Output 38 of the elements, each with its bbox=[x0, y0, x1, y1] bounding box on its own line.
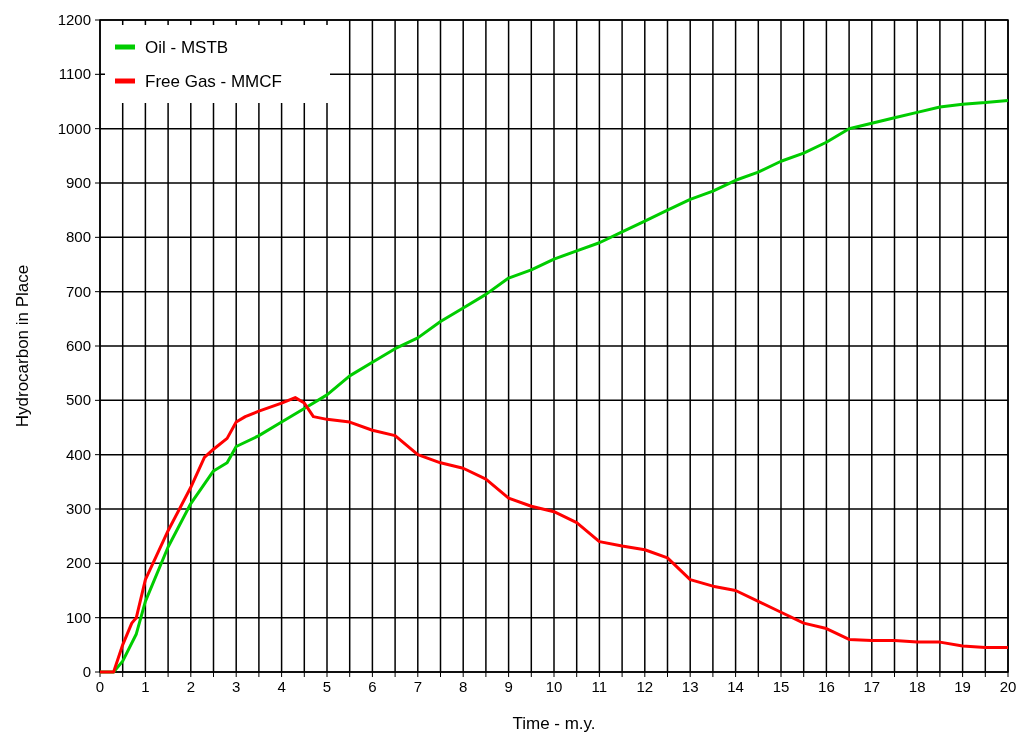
y-tick-label: 900 bbox=[65, 174, 91, 191]
y-tick-label: 0 bbox=[82, 663, 91, 680]
y-axis-title: Hydrocarbon in Place bbox=[13, 264, 32, 428]
x-tick-label: 15 bbox=[772, 678, 790, 695]
legend-label: Oil - MSTB bbox=[145, 38, 229, 57]
x-tick-label: 1 bbox=[141, 678, 150, 695]
y-tick-label: 300 bbox=[65, 500, 91, 517]
y-tick-label: 700 bbox=[65, 282, 91, 300]
y-tick-label: 100 bbox=[65, 608, 91, 626]
x-tick-label: 7 bbox=[413, 678, 422, 695]
y-tick-label: 800 bbox=[65, 228, 91, 246]
x-tick-label: 11 bbox=[591, 678, 608, 695]
x-tick-label: 2 bbox=[186, 678, 195, 695]
x-tick-label: 17 bbox=[863, 678, 881, 695]
y-tick-label: 1000 bbox=[57, 119, 91, 137]
x-tick-label: 8 bbox=[459, 678, 468, 695]
x-tick-label: 6 bbox=[368, 678, 377, 695]
y-tick-label: 1200 bbox=[57, 11, 91, 28]
x-tick-label: 20 bbox=[999, 678, 1017, 695]
y-tick-label: 1100 bbox=[58, 65, 91, 83]
x-tick-label: 14 bbox=[727, 678, 744, 695]
x-tick-label: 3 bbox=[232, 678, 241, 695]
y-tick-label: 400 bbox=[65, 445, 91, 463]
legend-label: Free Gas - MMCF bbox=[145, 72, 282, 91]
x-tick-label: 0 bbox=[95, 678, 105, 695]
x-tick-label: 9 bbox=[504, 678, 513, 695]
y-tick-label: 200 bbox=[65, 554, 91, 572]
x-tick-label: 18 bbox=[908, 678, 926, 695]
x-tick-label: 13 bbox=[681, 678, 699, 695]
y-tick-label: 500 bbox=[65, 391, 91, 409]
x-axis-title: Time - m.y. bbox=[512, 714, 596, 733]
x-tick-label: 12 bbox=[636, 678, 654, 695]
x-tick-label: 19 bbox=[954, 678, 971, 695]
x-tick-label: 4 bbox=[277, 678, 286, 695]
x-tick-label: 5 bbox=[322, 678, 332, 695]
x-tick-label: 10 bbox=[545, 678, 563, 695]
y-tick-label: 600 bbox=[65, 337, 91, 354]
x-tick-label: 16 bbox=[818, 678, 835, 695]
